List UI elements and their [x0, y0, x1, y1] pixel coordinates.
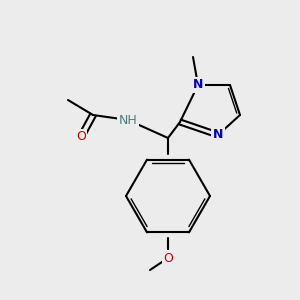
Text: NH: NH — [118, 113, 137, 127]
Text: N: N — [193, 79, 203, 92]
Text: O: O — [163, 251, 173, 265]
Text: O: O — [76, 130, 86, 143]
Text: N: N — [213, 128, 223, 142]
